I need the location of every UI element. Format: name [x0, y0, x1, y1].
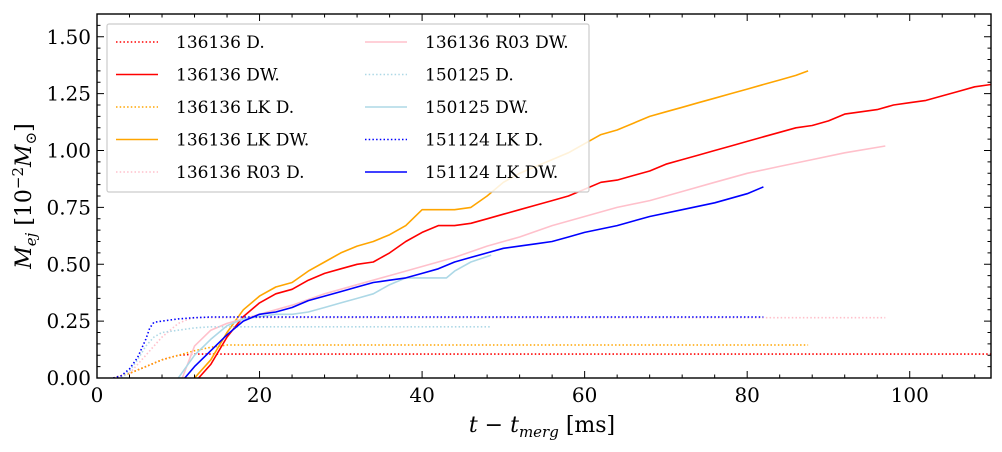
y-tick-label: 1.00 [46, 139, 91, 163]
x-axis-label-sub: merg [519, 423, 559, 441]
legend-label-136136-d: 136136 D. [176, 33, 265, 53]
legend-label-136136-lk-d: 136136 LK D. [176, 98, 294, 118]
y-tick-label: 0.00 [46, 366, 91, 390]
y-axis-label-sub: ej [22, 232, 40, 246]
series-136136-dw [198, 83, 991, 378]
series-136136-lk-d [113, 344, 809, 378]
x-axis-label-unit: [ms] [559, 413, 615, 438]
legend-label-151124-lk-d: 151124 LK D. [425, 131, 543, 151]
legend: 136136 D. 136136 DW. 136136 LK D. 136136 LK… [106, 23, 590, 193]
legend-label-136136-r03-d: 136136 R03 D. [176, 163, 305, 183]
legend-label-150125-dw: 150125 DW. [425, 98, 529, 118]
y-axis-label-msun-sub: ⊙ [22, 132, 40, 145]
legend-label-136136-lk-dw: 136136 LK DW. [176, 131, 309, 151]
x-tick-label: 60 [572, 383, 597, 407]
y-tick-label: 0.25 [46, 309, 91, 333]
legend-box [106, 23, 590, 193]
legend-label-150125-d: 150125 D. [425, 66, 514, 86]
y-tick-label: 0.50 [46, 252, 91, 276]
y-tick-label: 1.50 [46, 25, 91, 49]
y-axis-label-exp: −2 [9, 167, 27, 189]
x-tick-label: 100 [891, 383, 929, 407]
legend-label-136136-r03-dw: 136136 R03 DW. [425, 33, 569, 53]
x-tick-label: 40 [409, 383, 434, 407]
y-tick-label: 0.75 [46, 195, 91, 219]
series-151124-lk-dw [184, 186, 764, 378]
y-tick-label: 1.25 [46, 82, 91, 106]
y-axis-label-unit: [10 [12, 189, 37, 233]
x-axis-label: t − tmerg [ms] [469, 413, 615, 441]
x-tick-label: 0 [91, 383, 104, 407]
y-axis-label-msun: M [12, 144, 37, 168]
y-axis-label: Mej [10−2M⊙] [9, 123, 40, 269]
legend-label-151124-lk-dw: 151124 LK DW. [425, 163, 558, 183]
y-axis-label-close: ] [12, 123, 37, 132]
ticks-layer: 0 20 40 60 80 100 0.00 0.25 0.50 0.75 1.00 1.25 1.50 [46, 14, 991, 407]
y-axis-label-main: M [12, 246, 37, 270]
series-150125-d [120, 325, 492, 378]
legend-label-136136-dw: 136136 DW. [176, 66, 280, 86]
x-tick-label: 80 [734, 383, 759, 407]
series-151124-lk-d [113, 316, 764, 378]
series-150125-dw [177, 254, 492, 378]
x-axis-label-main: t − t [469, 413, 519, 438]
x-tick-label: 20 [247, 383, 272, 407]
